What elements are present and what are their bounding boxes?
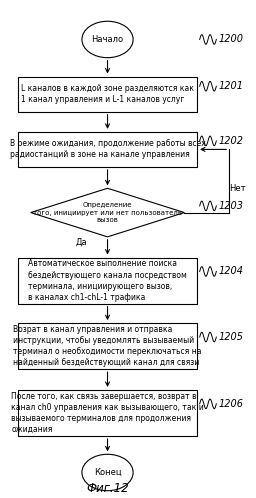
FancyBboxPatch shape	[18, 77, 197, 112]
Text: Да: Да	[76, 237, 88, 246]
Ellipse shape	[82, 21, 133, 58]
FancyBboxPatch shape	[18, 390, 197, 436]
Text: 1203: 1203	[219, 201, 244, 211]
Text: Автоматическое выполнение поиска
бездействующего канала посредством
терминала, и: Автоматическое выполнение поиска бездейс…	[28, 259, 187, 302]
FancyBboxPatch shape	[18, 257, 197, 304]
Text: L каналов в каждой зоне разделяются как
1 канал управления и L-1 каналов услуг: L каналов в каждой зоне разделяются как …	[21, 84, 194, 104]
Text: Нет: Нет	[229, 184, 246, 193]
Ellipse shape	[82, 454, 133, 491]
Text: Возрат в канал управления и отправка
инструкции, чтобы уведомлять вызываемый
тер: Возрат в канал управления и отправка инс…	[13, 325, 202, 368]
Text: Определение
того, инициирует или нет пользователь
вызов: Определение того, инициирует или нет пол…	[33, 202, 182, 223]
Text: Начало: Начало	[91, 35, 124, 44]
Text: 1202: 1202	[219, 136, 244, 146]
Text: 1205: 1205	[219, 332, 244, 342]
Text: Конец: Конец	[94, 468, 121, 477]
Text: 1200: 1200	[219, 34, 244, 44]
Polygon shape	[31, 188, 184, 237]
FancyBboxPatch shape	[18, 323, 197, 369]
Text: В режиме ожидания, продолжение работы всех
радиостанций в зоне на канале управле: В режиме ожидания, продолжение работы вс…	[10, 139, 205, 159]
Text: 1201: 1201	[219, 81, 244, 91]
Text: Фиг.12: Фиг.12	[86, 483, 129, 496]
FancyBboxPatch shape	[18, 132, 197, 167]
Text: 1206: 1206	[219, 399, 244, 409]
Text: 1204: 1204	[219, 266, 244, 276]
Text: После того, как связь завершается, возврат в
канал ch0 управления как вызывающег: После того, как связь завершается, возвр…	[11, 392, 204, 434]
